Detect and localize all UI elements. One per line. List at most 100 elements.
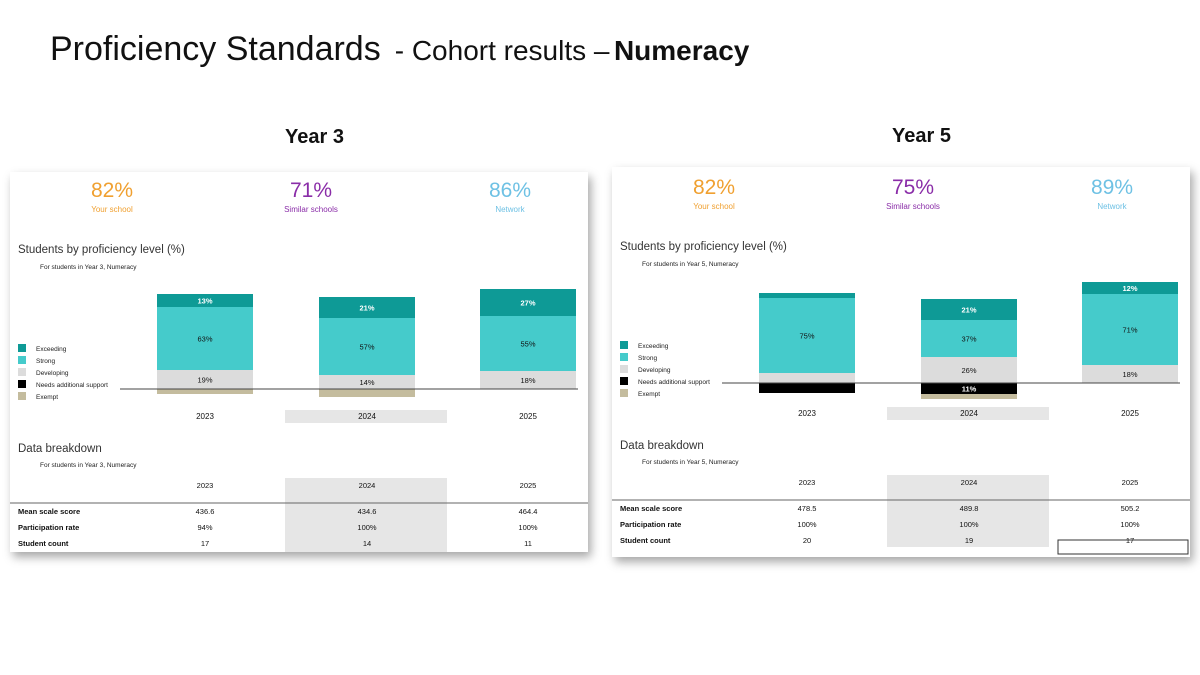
bar-developing-2024 — [921, 357, 1017, 383]
bar-label-2023-2: 19% — [197, 376, 212, 385]
table-row-label-1: Participation rate — [620, 520, 681, 529]
bar-needs-additional-support-2023 — [759, 383, 855, 393]
x-tick-2025: 2025 — [1121, 409, 1139, 418]
x-tick-2023: 2023 — [196, 412, 214, 421]
bar-label-2024-0: 21% — [961, 306, 976, 315]
table-cell-2-0: 17 — [201, 539, 209, 548]
bar-strong-2025 — [480, 316, 576, 371]
kpi-label-1: Similar schools — [284, 205, 338, 214]
bar-label-2024-0: 21% — [359, 304, 374, 313]
legend-swatch-0 — [620, 341, 628, 349]
bar-exceeding-2024 — [921, 299, 1017, 320]
x-tick-2023: 2023 — [798, 409, 816, 418]
category-highlight — [285, 410, 447, 423]
legend-swatch-2 — [18, 368, 26, 376]
legend-swatch-4 — [620, 389, 628, 397]
table-cell-0-1: 434.6 — [358, 507, 377, 516]
kpi-label-2: Network — [1097, 202, 1127, 211]
bar-exceeding-2024 — [319, 297, 415, 318]
table-row-label-2: Student count — [620, 536, 671, 545]
legend-swatch-2 — [620, 365, 628, 373]
legend-label-1: Strong — [638, 355, 658, 362]
table-cell-2-2: 11 — [524, 539, 532, 548]
bar-label-2025-2: 18% — [520, 376, 535, 385]
bar-developing-2023 — [759, 373, 855, 383]
bar-label-2024-2: 26% — [961, 366, 976, 375]
table-cell-0-0: 436.6 — [196, 507, 215, 516]
table-cell-0-1: 489.8 — [960, 504, 979, 513]
year-3-panel: 82% Your school 71% Similar schools 86% Netwo… — [10, 172, 588, 552]
breakdown-subtitle: For students in Year 3, Numeracy — [40, 462, 137, 469]
slide-title-bold: Numeracy — [613, 35, 750, 66]
table-cell-2-1: 19 — [965, 536, 973, 545]
table-cell-0-0: 478.5 — [798, 504, 817, 513]
bar-strong-2025 — [1082, 294, 1178, 365]
table-col-highlight — [285, 478, 447, 552]
chart-subtitle: For students in Year 3, Numeracy — [40, 264, 137, 271]
kpi-value-2: 86% — [489, 179, 531, 202]
legend-label-4: Exempt — [638, 391, 660, 398]
breakdown-title: Data breakdown — [18, 443, 102, 455]
legend-swatch-3 — [620, 377, 628, 385]
table-col-highlight — [887, 475, 1049, 547]
legend-label-1: Strong — [36, 358, 56, 365]
table-cell-0-2: 464.4 — [519, 507, 538, 516]
year-5-panel: 82% Your school 75% Similar schools 89% Netwo… — [612, 167, 1190, 557]
year-3-dashboard-svg: 82% Your school 71% Similar schools 86% Netwo… — [10, 179, 588, 552]
table-cell-1-2: 100% — [518, 523, 538, 532]
bar-exceeding-2025 — [480, 289, 576, 316]
year-3-heading: Year 3 — [285, 126, 344, 148]
kpi-value-0: 82% — [693, 176, 735, 199]
bar-exceeding-2023 — [157, 294, 253, 307]
kpi-value-0: 82% — [91, 179, 133, 202]
bar-label-2024-1: 57% — [359, 343, 374, 352]
chart-title: Students by proficiency level (%) — [18, 244, 185, 256]
table-row-label-0: Mean scale score — [620, 504, 682, 513]
legend-label-3: Needs additional support — [638, 379, 710, 386]
table-cell-1-2: 100% — [1120, 520, 1140, 529]
bar-developing-2025 — [1082, 365, 1178, 383]
bar-exempt-2024 — [921, 394, 1017, 399]
kpi-label-1: Similar schools — [886, 202, 940, 211]
legend-label-0: Exceeding — [36, 346, 67, 353]
selected-cell-outline — [1057, 539, 1189, 555]
bar-strong-2024 — [921, 320, 1017, 357]
bar-label-2023-0: 13% — [197, 297, 212, 306]
table-cell-2-1: 14 — [363, 539, 371, 548]
legend-label-4: Exempt — [36, 394, 58, 401]
slide-title: Proficiency Standards - Cohort results – … — [50, 30, 749, 69]
legend-label-3: Needs additional support — [36, 382, 108, 389]
legend-swatch-3 — [18, 380, 26, 388]
bar-exempt-2023 — [157, 389, 253, 394]
table-header-2024: 2024 — [961, 478, 978, 487]
bar-label-2025-1: 55% — [520, 340, 535, 349]
table-cell-0-2: 505.2 — [1121, 504, 1140, 513]
bar-needs-additional-support-2024 — [921, 383, 1017, 394]
bar-developing-2025 — [480, 371, 576, 389]
table-cell-1-0: 94% — [197, 523, 212, 532]
table-row-label-2: Student count — [18, 539, 69, 548]
bar-strong-2024 — [319, 318, 415, 375]
bar-label-2025-0: 27% — [520, 299, 535, 308]
slide-title-main: Proficiency Standards — [50, 30, 381, 68]
bar-label-2024-3: 11% — [962, 385, 977, 394]
table-header-2023: 2023 — [197, 481, 214, 490]
kpi-value-2: 89% — [1091, 176, 1133, 199]
chart-title: Students by proficiency level (%) — [620, 241, 787, 253]
year-5-heading: Year 5 — [892, 125, 951, 147]
bar-exceeding-2025 — [1082, 282, 1178, 294]
legend-swatch-0 — [18, 344, 26, 352]
x-tick-2024: 2024 — [358, 412, 376, 421]
bar-label-2023-1: 63% — [197, 335, 212, 344]
bar-label-2025-0: 12% — [1122, 284, 1137, 293]
legend-swatch-1 — [620, 353, 628, 361]
table-header-2023: 2023 — [799, 478, 816, 487]
table-header-2024: 2024 — [359, 481, 376, 490]
category-highlight — [887, 407, 1049, 420]
bar-exceeding-2023 — [759, 293, 855, 298]
legend-swatch-4 — [18, 392, 26, 400]
legend-swatch-1 — [18, 356, 26, 364]
slide-title-sub: - Cohort results – — [394, 35, 610, 66]
table-cell-2-0: 20 — [803, 536, 811, 545]
kpi-value-1: 71% — [290, 179, 332, 202]
